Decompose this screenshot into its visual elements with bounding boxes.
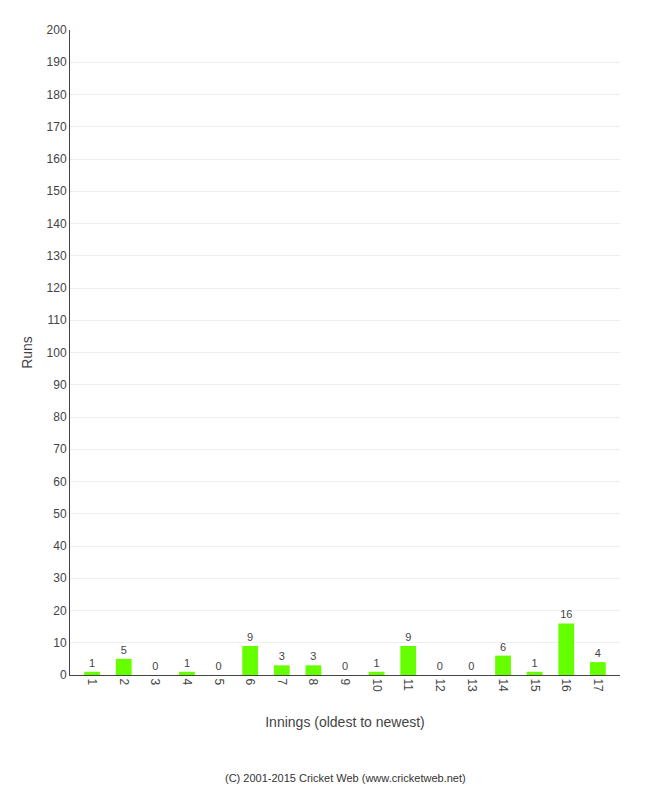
svg-text:1: 1 — [374, 657, 380, 669]
svg-text:200: 200 — [47, 23, 67, 37]
svg-text:140: 140 — [47, 217, 67, 231]
svg-text:60: 60 — [53, 475, 67, 489]
svg-text:12: 12 — [433, 678, 447, 692]
svg-text:3: 3 — [279, 650, 285, 662]
svg-text:8: 8 — [306, 678, 320, 685]
svg-text:170: 170 — [47, 120, 67, 134]
svg-text:20: 20 — [53, 604, 67, 618]
svg-text:5: 5 — [212, 678, 226, 685]
svg-text:13: 13 — [465, 678, 479, 692]
svg-text:4: 4 — [180, 678, 194, 685]
svg-text:3: 3 — [310, 650, 316, 662]
svg-text:9: 9 — [338, 678, 352, 685]
svg-text:2: 2 — [117, 678, 131, 685]
svg-text:0: 0 — [342, 660, 348, 672]
svg-text:150: 150 — [47, 184, 67, 198]
svg-text:16: 16 — [559, 678, 573, 692]
svg-text:0: 0 — [437, 660, 443, 672]
svg-text:100: 100 — [47, 346, 67, 360]
svg-text:15: 15 — [528, 678, 542, 692]
svg-text:11: 11 — [401, 678, 415, 691]
svg-text:0: 0 — [60, 668, 67, 682]
svg-text:30: 30 — [53, 571, 67, 585]
svg-text:6: 6 — [243, 678, 257, 685]
svg-text:7: 7 — [275, 678, 289, 685]
svg-text:160: 160 — [47, 152, 67, 166]
svg-text:1: 1 — [89, 657, 95, 669]
svg-text:110: 110 — [47, 313, 66, 327]
svg-text:40: 40 — [53, 539, 67, 553]
svg-text:130: 130 — [47, 249, 67, 263]
svg-text:1: 1 — [532, 657, 538, 669]
svg-text:9: 9 — [405, 631, 411, 643]
svg-text:190: 190 — [47, 55, 67, 69]
svg-text:0: 0 — [216, 660, 222, 672]
svg-text:120: 120 — [47, 281, 67, 295]
svg-text:90: 90 — [53, 378, 67, 392]
svg-text:14: 14 — [496, 678, 510, 692]
svg-text:16: 16 — [560, 608, 572, 620]
svg-text:(C) 2001-2015 Cricket Web (www: (C) 2001-2015 Cricket Web (www.cricketwe… — [225, 772, 466, 784]
svg-text:6: 6 — [500, 641, 506, 653]
svg-text:10: 10 — [370, 678, 384, 692]
svg-text:9: 9 — [247, 631, 253, 643]
svg-text:180: 180 — [47, 88, 67, 102]
svg-text:50: 50 — [53, 507, 67, 521]
svg-text:70: 70 — [53, 442, 67, 456]
svg-text:80: 80 — [53, 410, 67, 424]
svg-text:4: 4 — [595, 647, 601, 659]
svg-text:0: 0 — [152, 660, 158, 672]
svg-text:17: 17 — [591, 678, 605, 692]
svg-text:0: 0 — [468, 660, 474, 672]
svg-text:3: 3 — [148, 678, 162, 685]
svg-text:1: 1 — [184, 657, 190, 669]
svg-text:Innings (oldest to newest): Innings (oldest to newest) — [265, 714, 425, 730]
svg-text:Runs: Runs — [19, 336, 35, 369]
svg-text:10: 10 — [53, 636, 67, 650]
svg-text:5: 5 — [121, 644, 127, 656]
svg-text:1: 1 — [85, 678, 99, 685]
